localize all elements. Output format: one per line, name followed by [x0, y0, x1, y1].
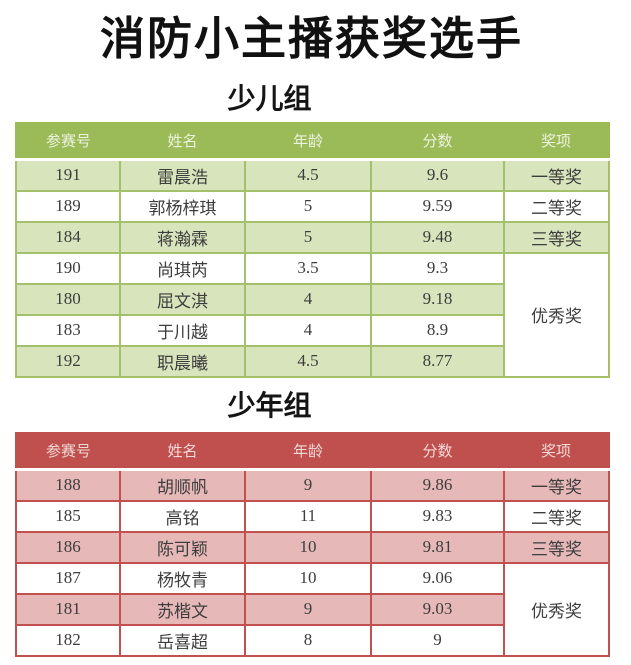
table-row: 181 苏楷文 9 9.03 [15, 592, 609, 626]
cell-id: 192 [15, 344, 121, 378]
cell-score: 8.9 [370, 313, 505, 347]
cell-score: 9.81 [370, 530, 505, 564]
cell-award: 二等奖 [503, 499, 610, 533]
cell-award-merged: 优秀奖 [503, 251, 610, 378]
cell-id: 190 [15, 251, 121, 285]
cell-score: 9.18 [370, 282, 505, 316]
column-header-age: 年龄 [245, 122, 371, 161]
cell-score: 9.06 [370, 561, 505, 595]
table-row: 192 职晨曦 4.5 8.77 [15, 344, 609, 378]
cell-name: 屈文淇 [119, 282, 246, 316]
cell-name: 苏楷文 [119, 592, 246, 626]
cell-id: 191 [15, 158, 121, 192]
table-youth-header: 参赛号 姓名 年龄 分数 奖项 [16, 432, 609, 471]
cell-score: 9.6 [370, 158, 505, 192]
table-children: 参赛号 姓名 年龄 分数 奖项 191 雷晨浩 4.5 9.6 一等奖 189 郭杨梓琪 5 9… [15, 121, 610, 378]
cell-age: 11 [244, 499, 372, 533]
cell-id: 185 [15, 499, 121, 533]
group-heading-youth: 少年组 [227, 390, 312, 422]
table-row: 185 高铭 11 9.83 二等奖 [15, 499, 610, 533]
cell-award: 二等奖 [503, 189, 610, 223]
cell-score: 9.59 [370, 189, 505, 223]
table-row: 189 郭杨梓琪 5 9.59 二等奖 [15, 189, 610, 223]
cell-name: 郭杨梓琪 [119, 189, 246, 223]
table-row: 183 于川越 4 8.9 [15, 313, 609, 347]
cell-id: 189 [15, 189, 121, 223]
table-row: 184 蒋瀚霖 5 9.48 三等奖 [15, 220, 610, 254]
column-header-id: 参赛号 [16, 432, 120, 471]
table-children-body: 191 雷晨浩 4.5 9.6 一等奖 189 郭杨梓琪 5 9.59 二等奖 184 蒋瀚霖 5 9.4… [15, 158, 610, 378]
cell-name: 高铭 [119, 499, 246, 533]
table-row: 182 岳喜超 8 9 [15, 623, 609, 657]
cell-score: 9 [370, 623, 505, 657]
group-heading-children: 少儿组 [227, 83, 312, 115]
table-row: 186 陈可颖 10 9.81 三等奖 [15, 530, 610, 564]
cell-score: 9.83 [370, 499, 505, 533]
column-header-id: 参赛号 [16, 122, 120, 161]
cell-age: 5 [244, 220, 372, 254]
page-title: 消防小主播获奖选手 [99, 14, 523, 64]
cell-age: 10 [244, 561, 372, 595]
cell-age: 10 [244, 530, 372, 564]
table-youth: 参赛号 姓名 年龄 分数 奖项 188 胡顺帆 9 9.86 一等奖 185 高铭 11 9.8… [15, 431, 610, 657]
cell-score: 9.3 [370, 251, 505, 285]
header-row: 参赛号 姓名 年龄 分数 奖项 [16, 122, 609, 161]
column-header-award: 奖项 [504, 122, 609, 161]
cell-name: 于川越 [119, 313, 246, 347]
table-row: 188 胡顺帆 9 9.86 一等奖 [15, 468, 610, 502]
cell-score: 8.77 [370, 344, 505, 378]
cell-id: 183 [15, 313, 121, 347]
cell-age: 8 [244, 623, 372, 657]
column-header-name: 姓名 [120, 122, 245, 161]
table-row: 187 杨牧青 10 9.06 优秀奖 [15, 561, 610, 657]
cell-id: 180 [15, 282, 121, 316]
cell-name: 蒋瀚霖 [119, 220, 246, 254]
cell-age: 5 [244, 189, 372, 223]
cell-award-merged: 优秀奖 [503, 561, 610, 657]
cell-id: 181 [15, 592, 121, 626]
cell-id: 187 [15, 561, 121, 595]
cell-age: 4.5 [244, 344, 372, 378]
column-header-award: 奖项 [504, 432, 609, 471]
cell-age: 4 [244, 282, 372, 316]
column-header-score: 分数 [371, 122, 504, 161]
cell-id: 186 [15, 530, 121, 564]
table-row: 191 雷晨浩 4.5 9.6 一等奖 [15, 158, 610, 192]
cell-award: 三等奖 [503, 220, 610, 254]
column-header-score: 分数 [371, 432, 504, 471]
table-youth-wrapper: 参赛号 姓名 年龄 分数 奖项 188 胡顺帆 9 9.86 一等奖 185 高铭 11 9.8… [15, 431, 610, 657]
cell-age: 3.5 [244, 251, 372, 285]
cell-award: 一等奖 [503, 158, 610, 192]
cell-id: 184 [15, 220, 121, 254]
cell-age: 4.5 [244, 158, 372, 192]
cell-name: 杨牧青 [119, 561, 246, 595]
cell-award: 一等奖 [503, 468, 610, 502]
cell-id: 182 [15, 623, 121, 657]
table-youth-body: 188 胡顺帆 9 9.86 一等奖 185 高铭 11 9.83 二等奖 186 陈可颖 10 9.81… [15, 468, 610, 657]
table-children-header: 参赛号 姓名 年龄 分数 奖项 [16, 122, 609, 161]
cell-name: 尚琪芮 [119, 251, 246, 285]
table-row: 180 屈文淇 4 9.18 [15, 282, 609, 316]
cell-score: 9.48 [370, 220, 505, 254]
cell-award: 三等奖 [503, 530, 610, 564]
cell-age: 4 [244, 313, 372, 347]
cell-age: 9 [244, 468, 372, 502]
table-row: 190 尚琪芮 3.5 9.3 优秀奖 [15, 251, 610, 378]
header-row: 参赛号 姓名 年龄 分数 奖项 [16, 432, 609, 471]
table-children-wrapper: 参赛号 姓名 年龄 分数 奖项 191 雷晨浩 4.5 9.6 一等奖 189 郭杨梓琪 5 9… [15, 121, 610, 378]
cell-score: 9.86 [370, 468, 505, 502]
cell-name: 岳喜超 [119, 623, 246, 657]
column-header-age: 年龄 [245, 432, 371, 471]
cell-name: 职晨曦 [119, 344, 246, 378]
cell-id: 188 [15, 468, 121, 502]
cell-score: 9.03 [370, 592, 505, 626]
cell-age: 9 [244, 592, 372, 626]
column-header-name: 姓名 [120, 432, 245, 471]
cell-name: 雷晨浩 [119, 158, 246, 192]
cell-name: 陈可颖 [119, 530, 246, 564]
cell-name: 胡顺帆 [119, 468, 246, 502]
